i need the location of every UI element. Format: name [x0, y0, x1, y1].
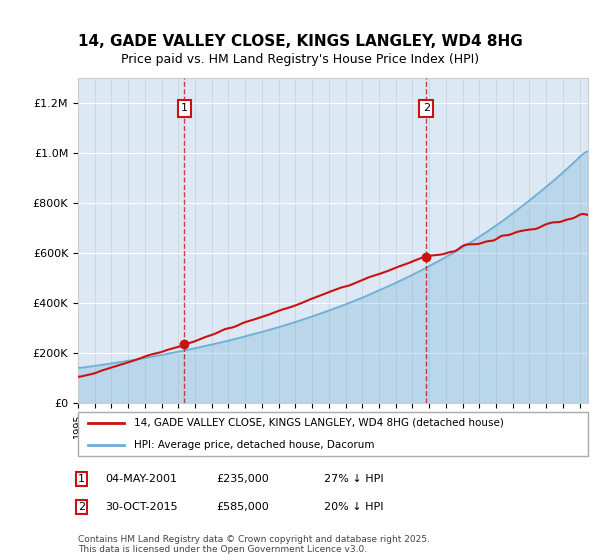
Text: 04-MAY-2001: 04-MAY-2001 [105, 474, 177, 484]
Text: 1: 1 [78, 474, 85, 484]
Text: 1: 1 [181, 104, 188, 113]
Text: 27% ↓ HPI: 27% ↓ HPI [324, 474, 383, 484]
Text: Contains HM Land Registry data © Crown copyright and database right 2025.
This d: Contains HM Land Registry data © Crown c… [78, 535, 430, 554]
Text: £585,000: £585,000 [216, 502, 269, 512]
Text: £235,000: £235,000 [216, 474, 269, 484]
Text: 2: 2 [423, 104, 430, 113]
Text: Price paid vs. HM Land Registry's House Price Index (HPI): Price paid vs. HM Land Registry's House … [121, 53, 479, 66]
Text: 14, GADE VALLEY CLOSE, KINGS LANGLEY, WD4 8HG (detached house): 14, GADE VALLEY CLOSE, KINGS LANGLEY, WD… [134, 418, 504, 428]
FancyBboxPatch shape [78, 412, 588, 456]
Text: 20% ↓ HPI: 20% ↓ HPI [324, 502, 383, 512]
Text: HPI: Average price, detached house, Dacorum: HPI: Average price, detached house, Daco… [134, 440, 374, 450]
Text: 14, GADE VALLEY CLOSE, KINGS LANGLEY, WD4 8HG: 14, GADE VALLEY CLOSE, KINGS LANGLEY, WD… [77, 34, 523, 49]
Text: 2: 2 [78, 502, 85, 512]
Text: 30-OCT-2015: 30-OCT-2015 [105, 502, 178, 512]
